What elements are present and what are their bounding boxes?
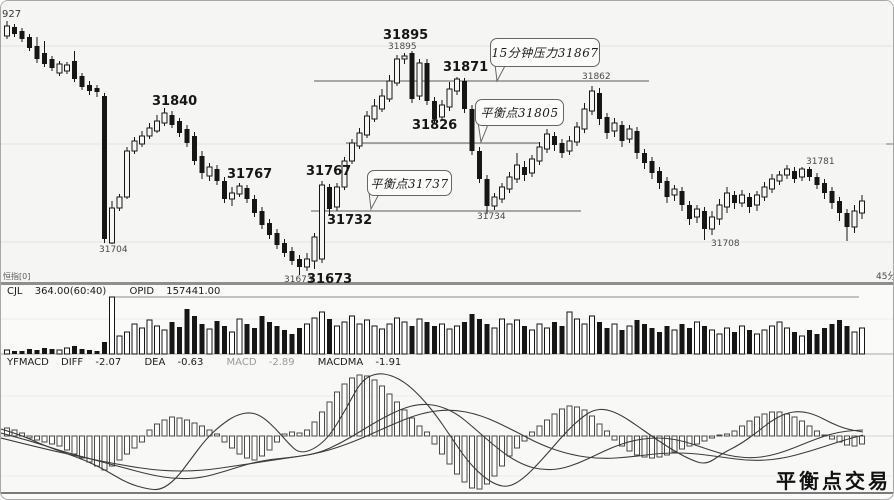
macd-label: MACD [226,357,257,368]
macd-indicator-name: YFMACD [7,357,49,368]
price-label: 31871 [443,60,489,75]
price-label: 31840 [152,94,198,109]
callout-balance-31737[interactable]: 平衡点31737 [367,170,452,196]
diff-value: -2.07 [95,357,122,368]
macd-panel [1,355,893,493]
callout-15min-resistance[interactable]: 15分钟压力31867 [490,38,600,67]
price-label: 31826 [412,118,458,133]
macdma-label: MACDMA [317,357,364,368]
volume-indicator-row: CJL 364.00(60:40) OPID 157441.00 [7,286,229,297]
price-label: 31734 [477,212,506,222]
price-label: 31767 [306,164,352,179]
price-label: 31673 [307,272,353,287]
price-label: 31781 [806,157,835,167]
price-label: 31673 [284,275,313,285]
price-label: 31895 [388,42,417,52]
volume-indicator-name: CJL [7,286,23,297]
callout-text: 平衡点31737 [370,176,449,191]
diff-label: DIFF [61,357,84,368]
dea-label: DEA [144,357,166,368]
price-label: 31862 [582,72,611,82]
watermark-text: 平衡点交易 [776,469,891,493]
panel-separator [1,282,893,285]
volume-indicator-value: 364.00(60:40) [34,286,107,297]
bottom-border [1,492,893,494]
macd-value: -2.89 [268,357,295,368]
price-label: 31767 [227,167,273,182]
macd-indicator-row: YFMACD DIFF -2.07 DEA -0.63 MACD -2.89 M… [7,357,410,368]
price-label: 31704 [99,245,128,255]
candlestick-panel [1,1,893,282]
dea-value: -0.63 [177,357,204,368]
price-label: 31732 [327,213,373,228]
callout-balance-31805[interactable]: 平衡点31805 [475,99,564,126]
opid-value: 157441.00 [166,286,221,297]
macdma-value: -1.91 [375,357,402,368]
price-label: 31895 [383,28,429,43]
symbol-label: 恒指[0] [3,272,31,281]
price-label: 927 [2,9,22,20]
timeframe-label: 45分 [876,272,893,282]
macd-curve-macdma [1,409,864,472]
callout-text: 15分钟压力31867 [491,46,599,60]
macd-curve-diff [1,373,864,491]
callout-text: 平衡点31805 [480,106,559,120]
price-label: 31708 [711,239,740,249]
macd-curve-dea [1,403,864,480]
opid-label: OPID [129,286,155,297]
